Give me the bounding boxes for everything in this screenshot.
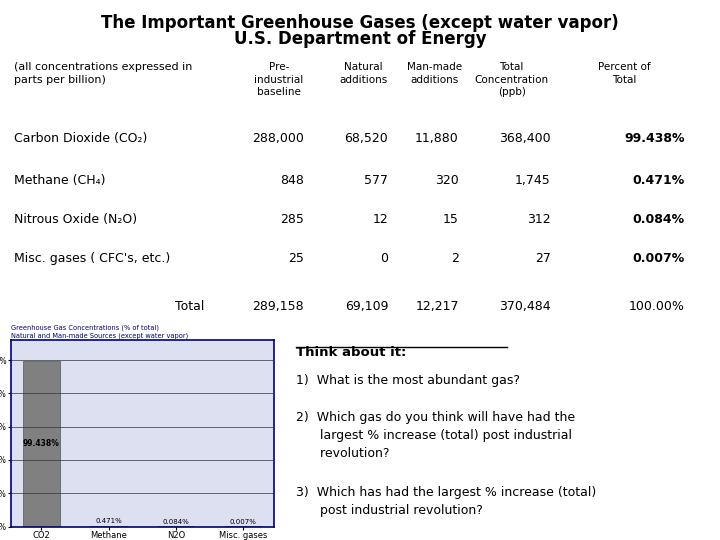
Text: The Important Greenhouse Gases (except water vapor): The Important Greenhouse Gases (except w… <box>101 14 619 31</box>
Text: Total: Total <box>176 300 204 313</box>
Text: 0.084%: 0.084% <box>163 519 189 525</box>
Text: Natural
additions: Natural additions <box>339 63 387 85</box>
Text: 312: 312 <box>527 213 551 226</box>
Text: Man-made
additions: Man-made additions <box>407 63 462 85</box>
Text: 0.007%: 0.007% <box>632 253 685 266</box>
Text: Greenhouse Gas Concentrations (% of total)
Natural and Man-made Sources (except : Greenhouse Gas Concentrations (% of tota… <box>11 325 188 339</box>
Text: U.S. Department of Energy: U.S. Department of Energy <box>234 30 486 48</box>
Text: 320: 320 <box>435 174 459 187</box>
Text: Total
Concentration
(ppb): Total Concentration (ppb) <box>474 63 549 97</box>
Text: Nitrous Oxide (N₂O): Nitrous Oxide (N₂O) <box>14 213 138 226</box>
Text: 368,400: 368,400 <box>499 132 551 145</box>
Text: Think about it:: Think about it: <box>297 346 407 359</box>
Text: 848: 848 <box>279 174 304 187</box>
Text: 289,158: 289,158 <box>252 300 304 313</box>
Text: 25: 25 <box>288 253 304 266</box>
Text: 99.438%: 99.438% <box>23 439 60 448</box>
Text: 0.471%: 0.471% <box>95 518 122 524</box>
Text: Carbon Dioxide (CO₂): Carbon Dioxide (CO₂) <box>14 132 148 145</box>
Text: 285: 285 <box>279 213 304 226</box>
Text: Methane (CH₄): Methane (CH₄) <box>14 174 106 187</box>
Text: 0.007%: 0.007% <box>230 519 256 525</box>
Text: 69,109: 69,109 <box>345 300 388 313</box>
Text: Misc. gases ( CFC's, etc.): Misc. gases ( CFC's, etc.) <box>14 253 171 266</box>
Text: Pre-
industrial
baseline: Pre- industrial baseline <box>254 63 304 97</box>
Text: 68,520: 68,520 <box>344 132 388 145</box>
Text: 100.00%: 100.00% <box>629 300 685 313</box>
Text: 1,745: 1,745 <box>515 174 551 187</box>
Text: (all concentrations expressed in
parts per billion): (all concentrations expressed in parts p… <box>14 63 193 85</box>
Text: 0: 0 <box>380 253 388 266</box>
Text: 370,484: 370,484 <box>499 300 551 313</box>
Text: 27: 27 <box>535 253 551 266</box>
Text: 288,000: 288,000 <box>252 132 304 145</box>
Text: 2: 2 <box>451 253 459 266</box>
Text: 577: 577 <box>364 174 388 187</box>
Bar <box>23 361 60 526</box>
Text: 1)  What is the most abundant gas?: 1) What is the most abundant gas? <box>297 374 521 387</box>
Text: 2)  Which gas do you think will have had the
      largest % increase (total) po: 2) Which gas do you think will have had … <box>297 411 575 460</box>
Text: 99.438%: 99.438% <box>624 132 685 145</box>
Text: 15: 15 <box>443 213 459 226</box>
Text: 3)  Which has had the largest % increase (total)
      post industrial revolutio: 3) Which has had the largest % increase … <box>297 485 597 517</box>
Text: 0.471%: 0.471% <box>632 174 685 187</box>
Text: 12: 12 <box>372 213 388 226</box>
Text: Percent of
Total: Percent of Total <box>598 63 651 85</box>
Text: 12,217: 12,217 <box>415 300 459 313</box>
Text: 11,880: 11,880 <box>415 132 459 145</box>
Text: 0.084%: 0.084% <box>632 213 685 226</box>
